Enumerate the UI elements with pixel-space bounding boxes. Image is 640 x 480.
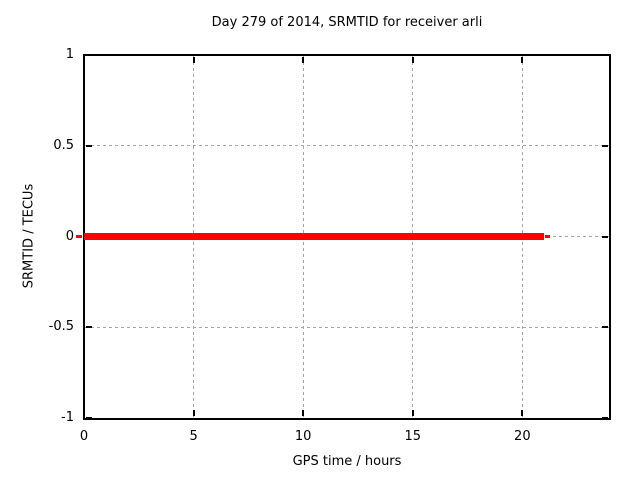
x-axis-label: GPS time / hours — [292, 454, 402, 469]
x-tick-top — [521, 57, 524, 63]
y-tick-label: 0.5 — [53, 137, 74, 153]
y-tick-label: -1 — [61, 410, 74, 425]
x-tick-label: 0 — [79, 429, 89, 444]
y-tick-left — [86, 144, 92, 147]
y-tick-right — [602, 326, 608, 329]
x-tick-bottom — [192, 410, 195, 416]
y-tick-right — [602, 417, 608, 419]
x-tick-bottom — [411, 410, 414, 416]
x-tick-label: 15 — [404, 429, 422, 444]
x-tick-bottom — [83, 410, 85, 416]
h-gridline — [85, 145, 609, 147]
series-line-right-cap — [545, 235, 551, 238]
y-tick-left — [86, 417, 92, 419]
y-tick-label: 1 — [65, 47, 74, 62]
x-tick-top — [83, 57, 85, 63]
h-gridline — [85, 326, 609, 328]
x-tick-label: 5 — [189, 429, 198, 444]
x-tick-top — [302, 57, 305, 63]
x-tick-top — [411, 57, 414, 63]
series-line — [84, 233, 545, 240]
y-tick-right — [602, 235, 608, 238]
x-tick-bottom — [302, 410, 305, 416]
y-tick-label: 0 — [65, 228, 74, 244]
y-tick-left — [86, 54, 92, 56]
x-tick-bottom — [521, 410, 524, 416]
x-tick-label: 10 — [294, 429, 312, 444]
series-line-left-cap — [76, 235, 82, 238]
y-tick-left — [86, 326, 92, 329]
y-tick-right — [602, 54, 608, 56]
y-tick-right — [602, 144, 608, 147]
y-tick-label: -0.5 — [48, 319, 74, 335]
x-tick-top — [192, 57, 195, 63]
chart-title: Day 279 of 2014, SRMTID for receiver arl… — [211, 15, 483, 30]
x-tick-label: 20 — [514, 429, 531, 444]
